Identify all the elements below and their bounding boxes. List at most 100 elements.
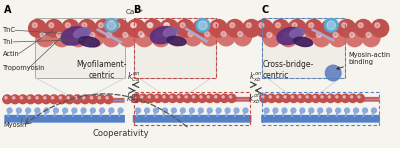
Circle shape [59,96,62,99]
Bar [134,91,250,125]
Circle shape [107,21,116,30]
Circle shape [372,108,376,113]
Circle shape [225,108,230,113]
Circle shape [226,20,244,37]
Circle shape [198,21,207,30]
Text: Myosin-actin
binding: Myosin-actin binding [337,52,391,69]
Circle shape [349,94,357,103]
Circle shape [292,23,297,28]
Circle shape [222,96,224,98]
Circle shape [276,96,279,98]
Circle shape [327,108,332,113]
Circle shape [188,32,193,36]
Circle shape [146,94,155,103]
Circle shape [163,96,165,98]
Circle shape [314,96,316,98]
Circle shape [178,96,180,98]
Circle shape [297,94,305,103]
Circle shape [5,96,7,99]
Circle shape [362,108,368,113]
Circle shape [172,108,176,113]
Circle shape [309,108,314,113]
Circle shape [214,96,217,98]
Circle shape [16,108,21,113]
Circle shape [65,23,70,28]
Polygon shape [184,27,209,43]
Circle shape [136,29,153,47]
Circle shape [104,95,113,104]
Circle shape [44,96,46,99]
Circle shape [51,96,54,99]
Circle shape [44,108,49,113]
Circle shape [156,96,158,98]
Circle shape [130,23,136,28]
Circle shape [3,95,12,104]
Circle shape [138,32,143,36]
Circle shape [139,94,147,103]
Circle shape [18,95,27,104]
Bar [36,18,125,78]
Circle shape [53,29,70,47]
Circle shape [145,108,150,113]
Text: $k_{Ca}^{on}$: $k_{Ca}^{on}$ [127,70,140,84]
Circle shape [305,20,322,37]
Text: $k_{Ca}^{off}$: $k_{Ca}^{off}$ [126,91,141,106]
Circle shape [155,32,160,36]
FancyBboxPatch shape [5,98,124,103]
Text: Actin: Actin [3,51,20,57]
Circle shape [133,96,136,98]
Circle shape [95,20,112,37]
Circle shape [229,96,232,98]
Circle shape [269,96,272,98]
Ellipse shape [277,27,302,45]
Circle shape [267,32,272,37]
Circle shape [73,95,82,104]
Text: TnI: TnI [3,39,14,45]
Circle shape [180,108,185,113]
Circle shape [65,95,74,104]
Circle shape [109,108,114,113]
Circle shape [70,29,87,47]
FancyBboxPatch shape [133,97,251,102]
Circle shape [263,29,281,47]
Circle shape [111,20,129,37]
Circle shape [154,94,162,103]
Circle shape [132,94,140,103]
Circle shape [151,28,169,46]
FancyBboxPatch shape [262,97,380,102]
Circle shape [40,32,45,37]
Circle shape [104,18,118,32]
Text: $k_{xb}^{on}$: $k_{xb}^{on}$ [249,70,262,84]
Circle shape [290,94,298,103]
Text: Cross-bridge-
centric: Cross-bridge- centric [262,60,314,80]
Circle shape [81,108,86,113]
FancyBboxPatch shape [4,115,125,123]
Ellipse shape [294,37,313,46]
Circle shape [243,20,260,37]
Circle shape [165,23,170,28]
Circle shape [291,108,296,113]
Circle shape [34,95,43,104]
Circle shape [283,32,288,37]
Circle shape [72,108,77,113]
Circle shape [350,32,354,37]
Circle shape [132,23,136,28]
Circle shape [341,94,350,103]
Circle shape [371,20,389,37]
Circle shape [321,96,323,98]
Circle shape [309,23,314,28]
Circle shape [160,20,178,37]
Circle shape [338,20,356,37]
Bar [262,18,345,78]
Bar [134,18,216,78]
Circle shape [322,20,339,37]
Circle shape [90,108,95,113]
Circle shape [358,96,360,98]
Circle shape [45,20,63,37]
Circle shape [288,20,306,37]
Circle shape [123,32,128,37]
Circle shape [343,96,345,98]
Circle shape [98,23,103,28]
Circle shape [128,20,145,37]
Ellipse shape [163,28,178,37]
